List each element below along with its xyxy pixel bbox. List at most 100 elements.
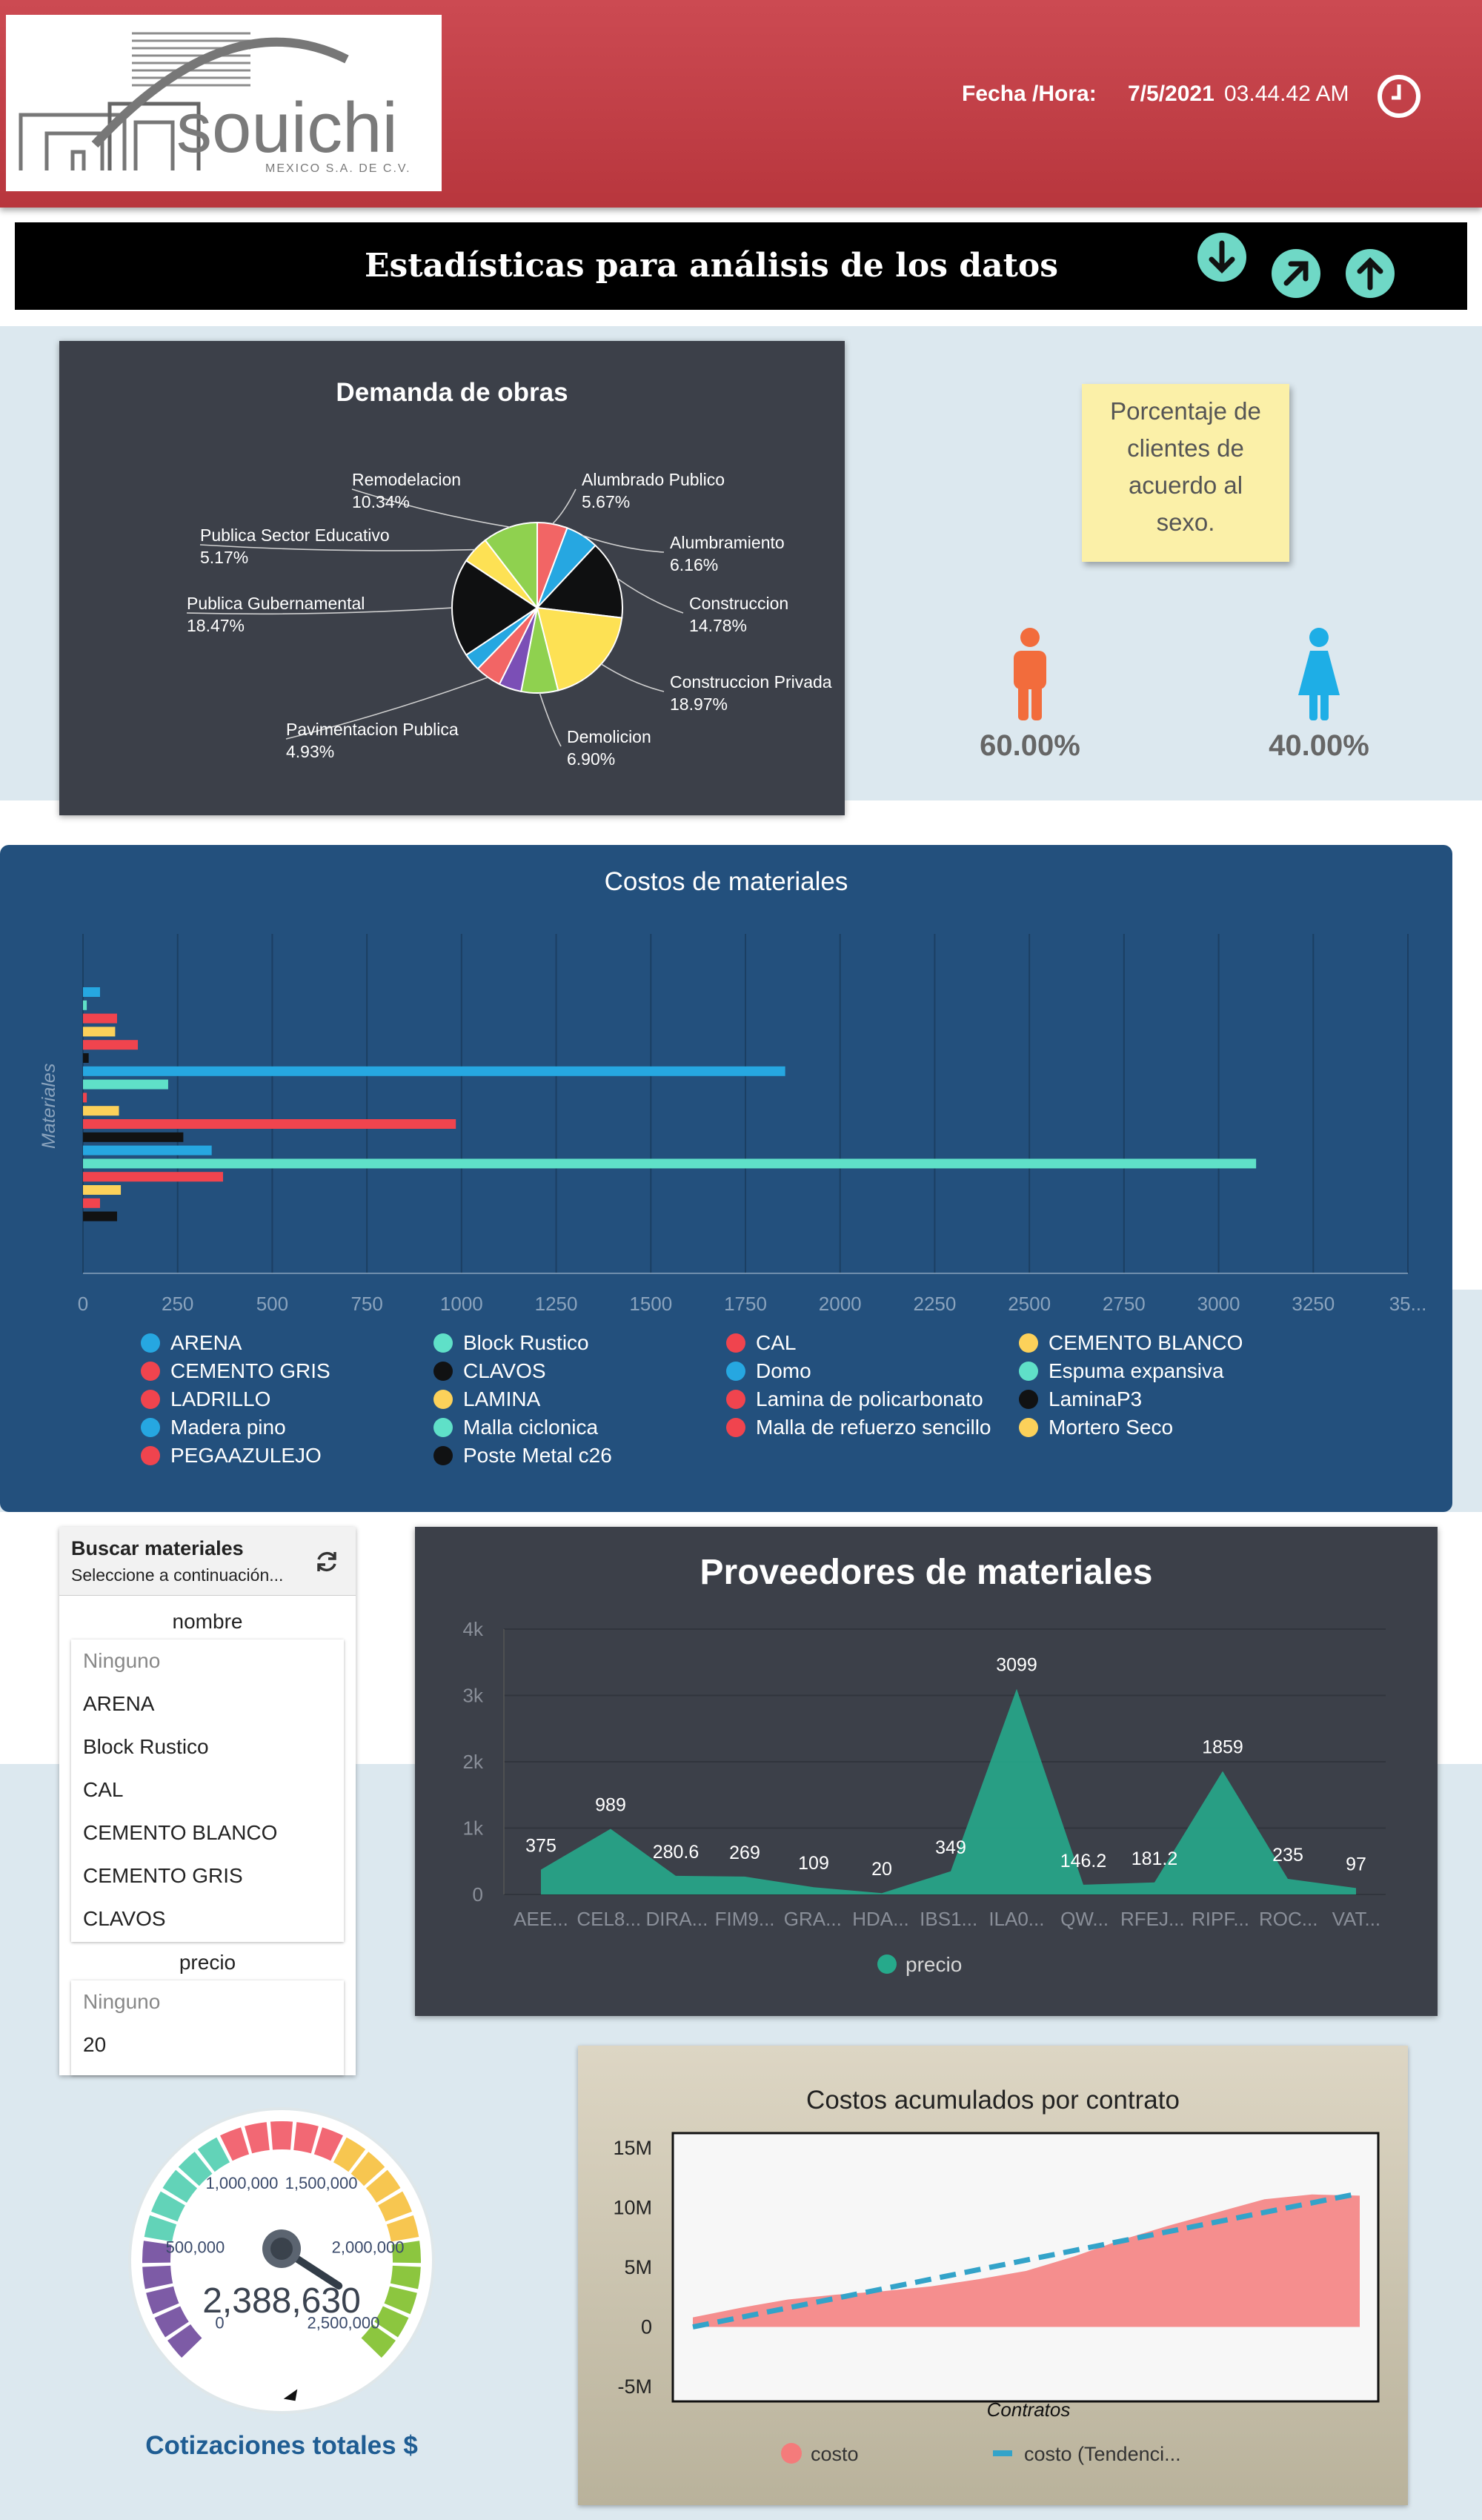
datetime-label: Fecha /Hora: <box>962 82 1097 106</box>
x-tick-label: IBS1... <box>920 1908 977 1930</box>
legend-item[interactable]: Espuma expansiva <box>1019 1359 1224 1383</box>
legend-item[interactable]: CLAVOS <box>433 1359 546 1383</box>
legend-item[interactable]: PEGAAZULEJO <box>141 1444 322 1468</box>
scroll-down-button[interactable] <box>1197 233 1246 282</box>
legend-item[interactable]: ARENA <box>141 1331 242 1355</box>
gauge-segment <box>167 2324 202 2358</box>
legend-label: Lamina de policarbonato <box>756 1387 983 1410</box>
legend-label: CEMENTO BLANCO <box>1049 1331 1243 1354</box>
scroll-up-button[interactable] <box>1346 249 1395 298</box>
area-fill <box>541 1688 1356 1894</box>
data-label: 109 <box>798 1853 829 1874</box>
gauge-segment <box>365 2169 401 2203</box>
pie-leader-line <box>617 577 684 614</box>
list-item[interactable]: Ninguno <box>83 1649 161 1672</box>
pie-slice-label: Remodelacion <box>352 470 461 489</box>
bar <box>83 1211 117 1221</box>
x-tick-label: 2500 <box>1008 1293 1051 1315</box>
pie-slice <box>535 544 623 619</box>
gauge-segment <box>391 2241 421 2264</box>
bar <box>83 1158 1257 1169</box>
list-item[interactable]: ARENA <box>83 1692 155 1715</box>
gauge-caption: Cotizaciones totales $ <box>145 2431 418 2460</box>
legend-item[interactable]: Malla ciclonica <box>433 1416 598 1439</box>
pie-slice-percent: 5.17% <box>200 548 248 567</box>
y-tick-label: 0 <box>473 1883 483 1906</box>
bar <box>83 1092 87 1103</box>
refresh-icon[interactable] <box>314 1549 339 1578</box>
pie-slice-percent: 18.97% <box>670 694 728 714</box>
legend-item[interactable]: LADRILLO <box>141 1387 270 1411</box>
male-percentage: 60.00% <box>980 729 1080 762</box>
y-tick-label: 3k <box>463 1685 484 1707</box>
list-item[interactable]: CEMENTO BLANCO <box>83 1821 278 1844</box>
y-tick-label: 15M <box>613 2137 652 2159</box>
list-item[interactable]: Block Rustico <box>83 1735 209 1758</box>
legend-swatch <box>781 2443 802 2464</box>
cumulative-costs-panel: Costos acumulados por contrato 15M 10M 5M 0… <box>578 2046 1408 2505</box>
bar <box>83 1040 139 1050</box>
x-tick-label: RIPF... <box>1192 1908 1249 1930</box>
list-item[interactable]: CEMENTO GRIS <box>83 1864 243 1887</box>
open-link-button[interactable] <box>1272 249 1320 298</box>
legend-item[interactable]: Domo <box>726 1359 811 1383</box>
pie-leader-line <box>600 663 665 692</box>
y-tick-label: 4k <box>463 1618 484 1640</box>
bar <box>83 1000 87 1010</box>
gauge-tick-label: 2,500,000 <box>308 2313 380 2332</box>
x-tick-label: QW... <box>1060 1908 1109 1930</box>
x-tick-label: 2750 <box>1103 1293 1146 1315</box>
bar <box>83 1119 456 1129</box>
list-item[interactable]: CLAVOS <box>83 1907 166 1930</box>
x-tick-label: ILA0... <box>988 1908 1044 1930</box>
x-tick-label: 500 <box>256 1293 288 1315</box>
y-tick-label: 0 <box>641 2316 652 2338</box>
gauge-segment <box>146 2286 179 2315</box>
pie-slice-label: Publica Gubernamental <box>187 594 365 613</box>
list-item[interactable]: CAL <box>83 1778 124 1801</box>
pie-slice-percent: 5.67% <box>582 492 630 511</box>
date-value: 7/5/2021 <box>1128 82 1214 106</box>
legend-label: Domo <box>756 1359 811 1382</box>
legend-item[interactable]: Block Rustico <box>433 1331 589 1355</box>
legend-item[interactable]: CEMENTO BLANCO <box>1019 1331 1243 1355</box>
pie-slice-label: Pavimentacion Publica <box>286 720 459 739</box>
list-item[interactable]: Ninguno <box>83 1990 161 2013</box>
gauge-segment <box>386 2215 419 2242</box>
legend-item[interactable]: Malla de refuerzo sencillo <box>726 1416 991 1439</box>
pie-slice-percent: 18.47% <box>187 616 245 635</box>
legend-item[interactable]: LAMINA <box>433 1387 540 1411</box>
x-tick-label: 250 <box>162 1293 193 1315</box>
suppliers-title: Proveedores de materiales <box>700 1553 1153 1592</box>
list-item[interactable]: 20 <box>83 2033 107 2056</box>
y-tick-label: 10M <box>613 2197 652 2219</box>
legend-label: Espuma expansiva <box>1049 1359 1224 1382</box>
suppliers-panel: Proveedores de materiales 0 1k 2k 3k 4k 375 98… <box>415 1527 1438 2016</box>
pie-slice-percent: 6.90% <box>567 749 615 769</box>
pie-slice-label: Alumbramiento <box>670 533 785 552</box>
legend-label: costo <box>811 2443 859 2465</box>
gauge-marker-icon <box>282 2385 299 2407</box>
gauge-tick-label: 1,500,000 <box>285 2174 358 2192</box>
x-axis-label: Contratos <box>987 2398 1071 2421</box>
legend-item[interactable]: Lamina de policarbonato <box>726 1387 983 1411</box>
legend-item[interactable]: Madera pino <box>141 1416 286 1439</box>
legend-item[interactable]: CAL <box>726 1331 796 1355</box>
x-tick-label: 1500 <box>629 1293 672 1315</box>
legend-item[interactable]: LaminaP3 <box>1019 1387 1142 1411</box>
gender-note-line: acuerdo al <box>1128 471 1243 499</box>
legend-item[interactable]: Mortero Seco <box>1019 1416 1173 1439</box>
legend-item[interactable]: Poste Metal c26 <box>433 1444 612 1468</box>
data-label: 349 <box>935 1837 966 1858</box>
x-tick-label: GRA... <box>784 1908 842 1930</box>
legend-swatch <box>993 2450 1012 2456</box>
suppliers-chart: 0 1k 2k 3k 4k 375 989 280.6 269 109 20 349 3099 146.2… <box>463 1618 1386 1976</box>
data-label: 3099 <box>996 1655 1037 1676</box>
search-subtitle: Seleccione a continuación... <box>71 1565 284 1585</box>
gauge-segment <box>350 2152 385 2186</box>
legend-swatch <box>141 1418 160 1437</box>
gauge-value: 2,388,630 <box>202 2281 361 2321</box>
clock-icon[interactable] <box>1375 73 1423 124</box>
legend-item[interactable]: CEMENTO GRIS <box>141 1359 330 1383</box>
legend-label: precio <box>906 1953 962 1976</box>
